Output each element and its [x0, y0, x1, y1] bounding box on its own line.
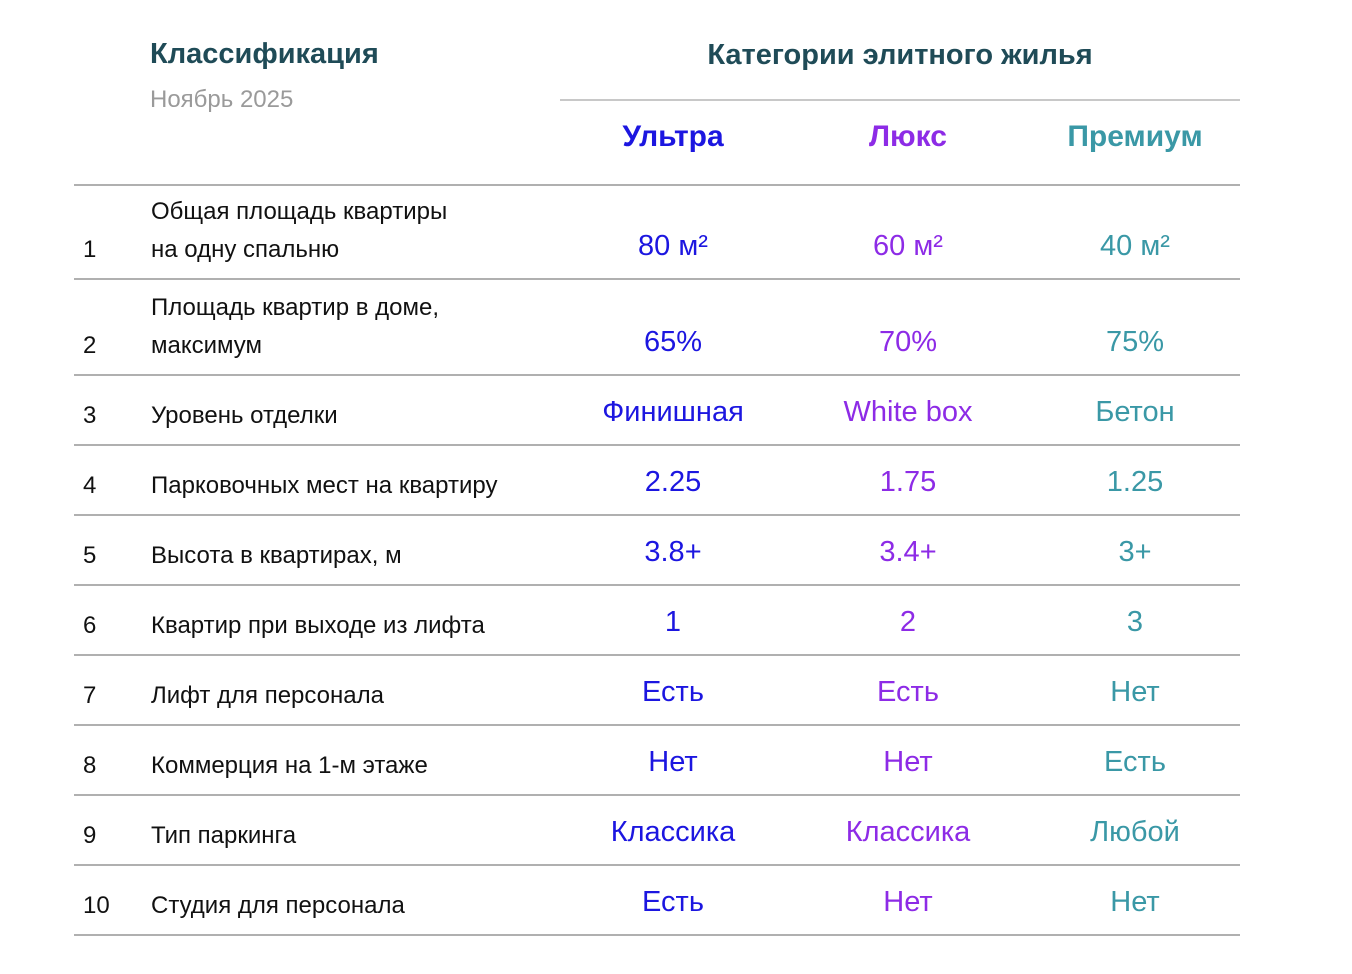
cell-value: 1.25 [1106, 466, 1164, 498]
divider [74, 514, 1240, 516]
divider [74, 584, 1240, 586]
row-label: Уровень отделки [151, 402, 338, 429]
cell-value: Нет [1110, 676, 1160, 708]
row-label: Общая площадь квартиры на одну спальню [151, 198, 448, 263]
cell-value: Бетон [1095, 396, 1175, 428]
cell-value: Есть [877, 676, 939, 708]
cell-value: 75% [1105, 326, 1165, 358]
cell-value: 3.8+ [644, 536, 702, 568]
cell-value: Нет [1110, 886, 1160, 918]
row-label: Коммерция на 1-м этаже [151, 752, 428, 779]
row-label: Парковочных мест на квартиру [151, 472, 498, 499]
divider [74, 374, 1240, 376]
cell-value: 1 [664, 606, 682, 638]
row-label: Тип паркинга [151, 822, 297, 849]
cell-value: 3+ [1118, 536, 1152, 568]
row-label: Студия для персонала [151, 892, 405, 919]
cell-value: Любой [1090, 816, 1180, 848]
cell-value: Есть [642, 886, 704, 918]
divider [74, 934, 1240, 936]
cell-value: 1.75 [879, 466, 937, 498]
cell-value: 3.4+ [879, 536, 937, 568]
cell-value: Нет [648, 746, 698, 778]
cell-value: 60 м² [873, 230, 943, 262]
row-number: 3 [83, 402, 97, 429]
cell-value: Нет [883, 886, 933, 918]
column-header: Ультра [622, 120, 724, 153]
column-header: Люкс [869, 120, 947, 153]
row-number: 7 [83, 682, 97, 709]
cell-value: 70% [878, 326, 938, 358]
cell-value: Классика [845, 816, 971, 848]
row-label: Высота в квартирах, м [151, 542, 402, 569]
row-label: Лифт для персонала [151, 682, 384, 709]
row-number: 8 [83, 752, 97, 779]
cell-value: Есть [642, 676, 704, 708]
cell-value: 80 м² [638, 230, 708, 262]
divider [560, 99, 1240, 101]
group-title: Категории элитного жилья [707, 39, 1093, 71]
divider [74, 724, 1240, 726]
cell-value: Нет [883, 746, 933, 778]
row-number: 2 [83, 332, 97, 359]
row-number: 10 [83, 892, 110, 919]
cell-value: Классика [610, 816, 736, 848]
cell-value: 2.25 [644, 466, 702, 498]
cell-value: Финишная [602, 396, 744, 428]
row-number: 9 [83, 822, 97, 849]
row-label: Квартир при выходе из лифта [151, 612, 485, 639]
divider [74, 654, 1240, 656]
cell-value: Есть [1104, 746, 1166, 778]
row-number: 4 [83, 472, 97, 499]
row-number: 1 [83, 236, 97, 263]
cell-value: White box [843, 396, 973, 428]
divider [74, 184, 1240, 186]
cell-value: 2 [899, 606, 917, 638]
subtitle: Ноябрь 2025 [150, 86, 294, 113]
row-number: 5 [83, 542, 97, 569]
cell-value: 65% [643, 326, 703, 358]
title: Классификация [150, 38, 379, 70]
row-label: Площадь квартир в доме, максимум [151, 294, 439, 359]
column-header: Премиум [1067, 120, 1203, 153]
divider [74, 794, 1240, 796]
divider [74, 444, 1240, 446]
cell-value: 40 м² [1100, 230, 1170, 262]
divider [74, 864, 1240, 866]
row-number: 6 [83, 612, 97, 639]
divider [74, 278, 1240, 280]
cell-value: 3 [1126, 606, 1144, 638]
